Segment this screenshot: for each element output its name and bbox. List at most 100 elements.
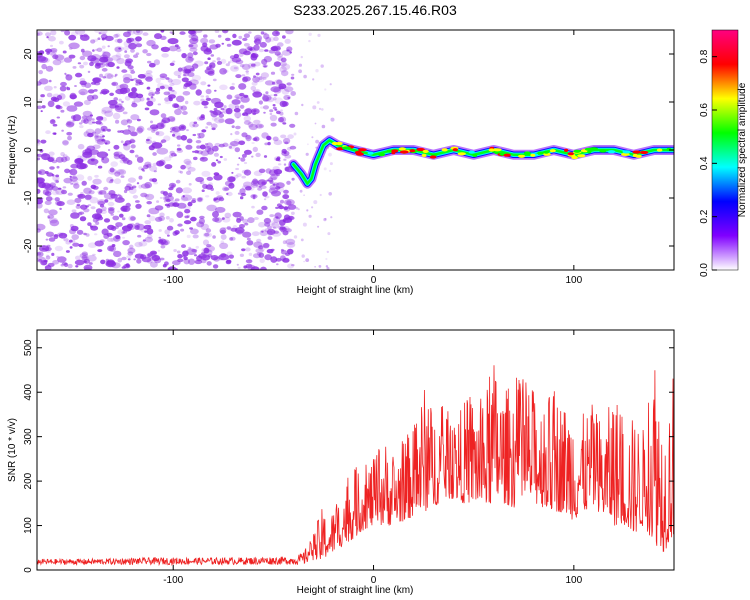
noise-speckle bbox=[48, 151, 55, 156]
noise-speckle bbox=[64, 30, 71, 36]
noise-speckle bbox=[38, 259, 43, 262]
noise-speckle bbox=[136, 156, 144, 163]
noise-speckle bbox=[147, 60, 152, 64]
noise-speckle bbox=[97, 165, 103, 169]
noise-speckle bbox=[250, 54, 258, 61]
noise-speckle bbox=[218, 253, 230, 261]
noise-speckle bbox=[67, 192, 73, 196]
noise-speckle bbox=[94, 174, 99, 178]
noise-speckle bbox=[253, 75, 256, 78]
noise-speckle bbox=[205, 97, 212, 101]
noise-speckle bbox=[122, 208, 127, 212]
noise-speckle bbox=[295, 207, 299, 210]
noise-speckle bbox=[191, 34, 199, 42]
noise-speckle bbox=[246, 240, 254, 246]
noise-speckle bbox=[130, 131, 138, 137]
ridge-hotspot bbox=[457, 152, 466, 156]
noise-speckle bbox=[171, 200, 177, 204]
noise-speckle bbox=[251, 231, 260, 237]
noise-speckle bbox=[182, 91, 191, 96]
noise-speckle bbox=[236, 173, 242, 178]
noise-speckle bbox=[135, 52, 140, 55]
noise-speckle bbox=[40, 110, 43, 113]
noise-speckle bbox=[221, 217, 225, 220]
noise-speckle bbox=[64, 156, 70, 162]
colorbar-label: Normalized spectral amplitude bbox=[737, 82, 748, 217]
noise-speckle bbox=[203, 106, 208, 109]
noise-speckle bbox=[146, 234, 153, 239]
noise-speckle bbox=[199, 156, 208, 162]
noise-speckle bbox=[271, 177, 277, 181]
noise-speckle bbox=[192, 123, 199, 128]
noise-speckle bbox=[272, 81, 276, 85]
noise-speckle bbox=[69, 175, 72, 178]
noise-speckle bbox=[101, 139, 106, 142]
noise-speckle bbox=[94, 135, 99, 139]
noise-speckle bbox=[206, 261, 212, 266]
noise-speckle bbox=[269, 184, 276, 191]
noise-speckle bbox=[257, 187, 263, 191]
noise-speckle bbox=[63, 177, 73, 184]
noise-speckle bbox=[232, 33, 237, 39]
noise-speckle bbox=[66, 199, 76, 205]
noise-speckle bbox=[94, 213, 102, 220]
noise-speckle bbox=[273, 97, 277, 101]
noise-speckle bbox=[75, 174, 85, 181]
noise-speckle bbox=[72, 66, 77, 69]
noise-speckle bbox=[148, 215, 156, 222]
noise-speckle bbox=[114, 73, 118, 77]
noise-speckle bbox=[166, 225, 174, 231]
ridge-hotspot bbox=[367, 151, 374, 155]
noise-speckle bbox=[60, 81, 67, 87]
noise-speckle bbox=[314, 266, 316, 268]
noise-speckle bbox=[306, 209, 309, 212]
noise-speckle bbox=[78, 88, 88, 96]
noise-speckle bbox=[59, 85, 67, 92]
noise-speckle bbox=[207, 84, 211, 87]
noise-speckle bbox=[253, 44, 260, 51]
noise-speckle bbox=[167, 116, 176, 122]
snr-frame bbox=[36, 329, 675, 571]
noise-speckle bbox=[327, 232, 331, 236]
ridge-hotspot bbox=[492, 148, 502, 152]
noise-speckle bbox=[177, 67, 183, 72]
y-tick-label: 300 bbox=[23, 428, 34, 445]
noise-speckle bbox=[250, 194, 258, 199]
noise-speckle bbox=[112, 112, 121, 120]
noise-speckle bbox=[41, 63, 47, 70]
noise-speckle bbox=[202, 232, 213, 238]
noise-speckle bbox=[281, 88, 290, 95]
ridge-hotspot bbox=[503, 153, 511, 157]
noise-speckle bbox=[135, 83, 139, 86]
noise-speckle bbox=[281, 70, 289, 77]
noise-speckle bbox=[125, 263, 130, 268]
colorbar-tick-label: 0.2 bbox=[699, 209, 710, 223]
noise-speckle bbox=[79, 125, 84, 129]
noise-speckle bbox=[64, 233, 68, 237]
noise-speckle bbox=[273, 139, 283, 146]
noise-speckle bbox=[121, 69, 128, 73]
noise-speckle bbox=[94, 240, 104, 247]
noise-speckle bbox=[317, 225, 320, 228]
noise-speckle bbox=[47, 216, 51, 219]
noise-speckle bbox=[315, 69, 319, 73]
noise-speckle bbox=[55, 174, 60, 178]
noise-speckle bbox=[259, 41, 267, 48]
noise-speckle bbox=[268, 169, 279, 176]
noise-speckle bbox=[89, 149, 99, 155]
frequency-ridge bbox=[288, 135, 674, 189]
noise-speckle bbox=[92, 144, 101, 150]
noise-speckle bbox=[198, 218, 205, 225]
noise-speckle bbox=[154, 205, 164, 211]
noise-speckle bbox=[85, 205, 89, 208]
noise-speckle bbox=[89, 114, 93, 117]
noise-speckle bbox=[265, 36, 272, 43]
noise-speckle bbox=[169, 31, 173, 34]
noise-speckle bbox=[187, 57, 195, 61]
noise-speckle bbox=[242, 112, 249, 116]
noise-speckle bbox=[80, 48, 85, 53]
noise-speckle bbox=[97, 37, 101, 40]
noise-speckle bbox=[191, 248, 198, 253]
ridge-hotspot bbox=[577, 154, 586, 158]
noise-speckle bbox=[284, 86, 294, 92]
